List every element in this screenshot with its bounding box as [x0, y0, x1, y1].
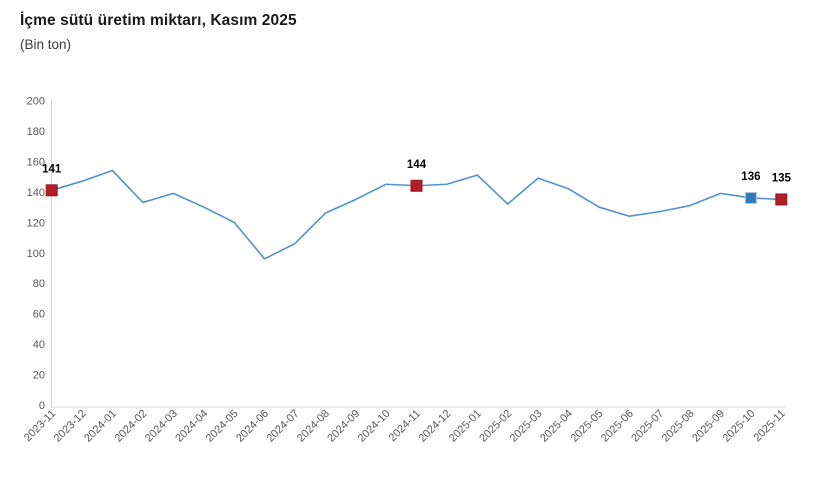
chart-title: İçme sütü üretim miktarı, Kasım 2025	[20, 12, 297, 29]
x-tick-label: 2025-04	[538, 408, 575, 445]
data-label: 136	[741, 171, 760, 183]
y-tick-label: 0	[39, 400, 45, 412]
data-label: 144	[407, 159, 427, 171]
x-tick-label: 2025-08	[660, 408, 697, 445]
y-tick-label: 60	[33, 309, 45, 321]
y-tick-label: 180	[27, 126, 45, 138]
y-tick-label: 80	[33, 278, 45, 290]
highlight-marker	[410, 179, 423, 192]
x-tick-label: 2024-09	[325, 408, 362, 445]
highlight-marker	[45, 184, 58, 197]
y-tick-label: 40	[33, 339, 45, 351]
x-tick-label: 2024-03	[143, 408, 180, 445]
highlight-marker	[744, 191, 757, 204]
x-tick-label: 2025-09	[690, 408, 727, 445]
x-tick-label: 2024-06	[234, 408, 271, 445]
x-tick-label: 2024-04	[173, 408, 210, 445]
y-tick-label: 120	[27, 217, 45, 229]
chart-subtitle: (Bin ton)	[20, 37, 72, 52]
x-tick-label: 2024-01	[82, 408, 119, 445]
x-tick-label: 2025-11	[751, 408, 787, 444]
x-tick-label: 2025-10	[720, 408, 757, 445]
y-tick-label: 140	[27, 187, 45, 199]
y-tick-label: 160	[27, 156, 45, 168]
y-tick-label: 20	[33, 370, 45, 382]
y-tick-label: 200	[27, 96, 45, 108]
x-tick-label: 2025-05	[568, 408, 605, 445]
x-tick-label: 2024-10	[356, 408, 393, 445]
x-tick-label: 2025-07	[629, 408, 666, 445]
x-tick-label: 2023-12	[52, 408, 89, 445]
x-tick-label: 2025-01	[447, 408, 484, 445]
x-tick-label: 2024-02	[112, 408, 149, 445]
y-tick-label: 100	[27, 248, 45, 260]
x-tick-label: 2025-06	[599, 408, 636, 445]
x-tick-label: 2025-02	[477, 408, 514, 445]
x-tick-label: 2024-05	[204, 408, 241, 445]
x-tick-label: 2024-08	[295, 408, 332, 445]
data-label: 141	[42, 163, 62, 175]
chart-header: İçme sütü üretim miktarı, Kasım 2025 (Bi…	[20, 12, 297, 52]
highlight-marker	[775, 193, 788, 206]
x-tick-label: 2024-12	[416, 408, 453, 445]
x-tick-label: 2025-03	[508, 408, 545, 445]
data-label: 135	[772, 172, 792, 184]
x-tick-label: 2024-07	[264, 408, 301, 445]
